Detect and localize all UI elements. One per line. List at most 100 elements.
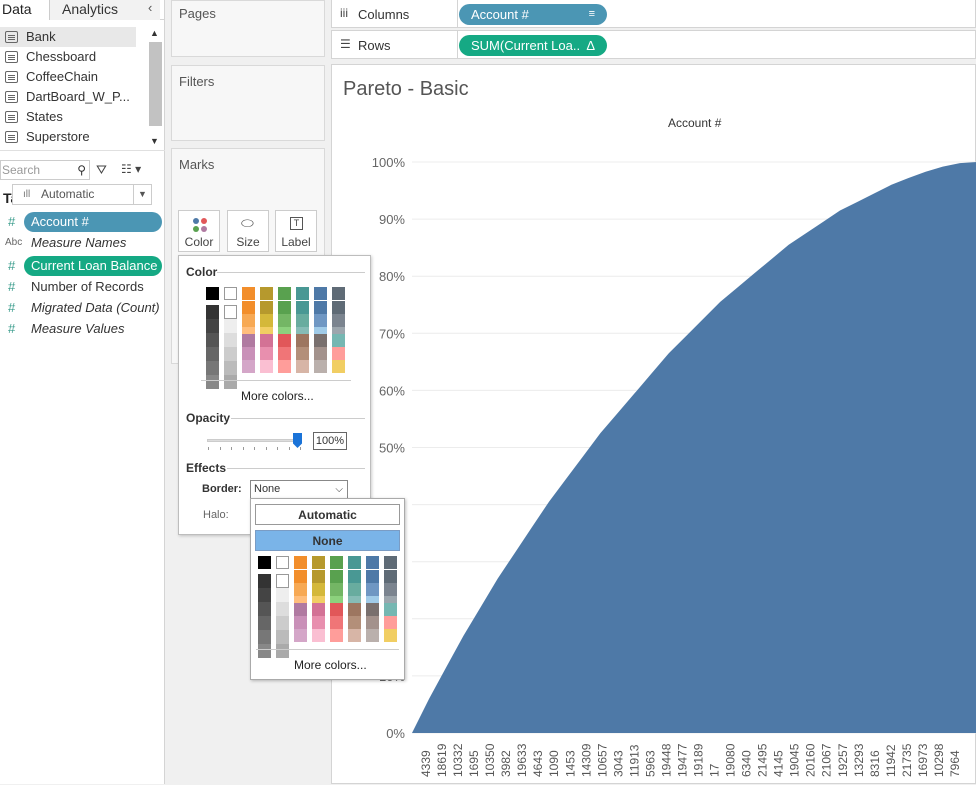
color-swatch[interactable] (224, 305, 237, 319)
color-swatch[interactable] (276, 630, 289, 644)
color-swatch[interactable] (206, 347, 219, 361)
search-icon[interactable]: ⚲ (77, 163, 86, 177)
columns-pill[interactable]: Account # ≡ (459, 4, 607, 25)
size-button[interactable]: ⬭ Size (227, 210, 269, 252)
color-swatch[interactable] (206, 375, 219, 389)
color-swatch[interactable] (294, 570, 307, 583)
rows-shelf[interactable]: ☰ Rows SUM(Current Loa.. Δ (331, 30, 976, 59)
color-swatch[interactable] (260, 287, 273, 300)
pareto-chart[interactable]: 0%10%20%30%40%50%60%70%80%90%100%4339186… (332, 65, 976, 785)
datasource-item[interactable]: Chessboard (0, 47, 148, 67)
color-swatch[interactable] (258, 616, 271, 630)
color-swatch[interactable] (384, 616, 397, 629)
field-item[interactable]: # Current Loan Balance (0, 256, 165, 276)
color-swatch[interactable] (366, 583, 379, 596)
datasource-item[interactable]: DartBoard_W_P... (0, 87, 148, 107)
color-swatch[interactable] (314, 334, 327, 347)
color-swatch[interactable] (296, 314, 309, 327)
color-swatch[interactable] (384, 629, 397, 642)
field-item[interactable]: Abc Measure Names (0, 233, 165, 253)
color-swatch[interactable] (366, 616, 379, 629)
collapse-pane-icon[interactable]: ‹ (148, 0, 153, 15)
color-swatch[interactable] (332, 301, 345, 314)
color-swatch[interactable] (206, 319, 219, 333)
more-colors-link[interactable]: More colors... (241, 389, 314, 403)
color-swatch[interactable] (258, 556, 271, 569)
color-swatch[interactable] (384, 556, 397, 569)
color-swatch[interactable] (206, 361, 219, 375)
rows-pill[interactable]: SUM(Current Loa.. Δ (459, 35, 607, 56)
color-swatch-selected[interactable] (366, 556, 379, 569)
datasource-item[interactable]: Bank (0, 27, 136, 47)
opacity-slider-thumb[interactable] (293, 433, 302, 448)
color-swatch[interactable] (276, 616, 289, 630)
color-swatch[interactable] (330, 629, 343, 642)
color-swatch[interactable] (224, 361, 237, 375)
color-swatch[interactable] (258, 588, 271, 602)
color-swatch[interactable] (242, 287, 255, 300)
color-swatch[interactable] (258, 602, 271, 616)
color-swatch[interactable] (312, 556, 325, 569)
scrollbar-thumb[interactable] (149, 42, 162, 126)
color-swatch[interactable] (242, 314, 255, 327)
color-swatch[interactable] (312, 570, 325, 583)
field-search-input[interactable]: Search ⚲ (0, 160, 90, 180)
color-swatch[interactable] (384, 603, 397, 616)
color-swatch[interactable] (258, 630, 271, 644)
color-swatch[interactable] (260, 314, 273, 327)
pareto-area[interactable] (412, 162, 976, 733)
tab-data[interactable]: Data (0, 0, 50, 20)
color-swatch[interactable] (242, 360, 255, 373)
opacity-value-field[interactable]: 100% (313, 432, 347, 450)
color-swatch[interactable] (348, 616, 361, 629)
color-swatch[interactable] (224, 287, 237, 300)
color-swatch[interactable] (348, 583, 361, 596)
color-swatch[interactable] (276, 574, 289, 588)
color-swatch[interactable] (260, 360, 273, 373)
datasource-scrollbar[interactable]: ▲ ▼ (148, 28, 163, 146)
color-swatch[interactable] (332, 314, 345, 327)
datasource-item[interactable]: Superstore (0, 127, 148, 147)
color-swatch-selected[interactable] (314, 287, 327, 300)
color-swatch[interactable] (314, 347, 327, 360)
color-swatch[interactable] (330, 603, 343, 616)
color-swatch[interactable] (366, 603, 379, 616)
mark-type-select[interactable]: ıll Automatic ▼ (12, 184, 152, 205)
border-option-none[interactable]: None (255, 530, 400, 551)
color-swatch[interactable] (276, 556, 289, 569)
color-swatch[interactable] (278, 287, 291, 300)
color-swatch[interactable] (258, 574, 271, 588)
columns-shelf[interactable]: iii Columns Account # ≡ (331, 0, 976, 28)
color-swatch[interactable] (296, 287, 309, 300)
color-swatch[interactable] (332, 347, 345, 360)
color-swatch[interactable] (314, 301, 327, 314)
label-button[interactable]: T Label (275, 210, 317, 252)
scroll-up-icon[interactable]: ▲ (150, 28, 159, 38)
filters-card[interactable]: Filters (171, 65, 325, 141)
color-swatch[interactable] (242, 347, 255, 360)
color-swatch[interactable] (294, 583, 307, 596)
color-swatch[interactable] (224, 375, 237, 389)
color-swatch[interactable] (332, 287, 345, 300)
color-swatch[interactable] (348, 603, 361, 616)
color-swatch[interactable] (260, 334, 273, 347)
color-swatch[interactable] (276, 602, 289, 616)
color-swatch[interactable] (224, 319, 237, 333)
color-swatch[interactable] (348, 556, 361, 569)
color-swatch[interactable] (348, 629, 361, 642)
color-swatch[interactable] (330, 583, 343, 596)
color-swatch[interactable] (224, 333, 237, 347)
color-swatch[interactable] (330, 616, 343, 629)
color-swatch[interactable] (314, 360, 327, 373)
color-swatch[interactable] (366, 629, 379, 642)
border-select[interactable]: None ⌵ (250, 480, 348, 499)
color-swatch[interactable] (278, 347, 291, 360)
color-swatch[interactable] (296, 301, 309, 314)
color-swatch[interactable] (294, 603, 307, 616)
color-swatch[interactable] (278, 334, 291, 347)
color-swatch[interactable] (296, 360, 309, 373)
datasource-item[interactable]: States (0, 107, 148, 127)
filter-icon[interactable]: ⛛ (96, 162, 107, 177)
view-list-icon[interactable]: ☷ ▾ (121, 162, 142, 176)
color-swatch[interactable] (294, 556, 307, 569)
